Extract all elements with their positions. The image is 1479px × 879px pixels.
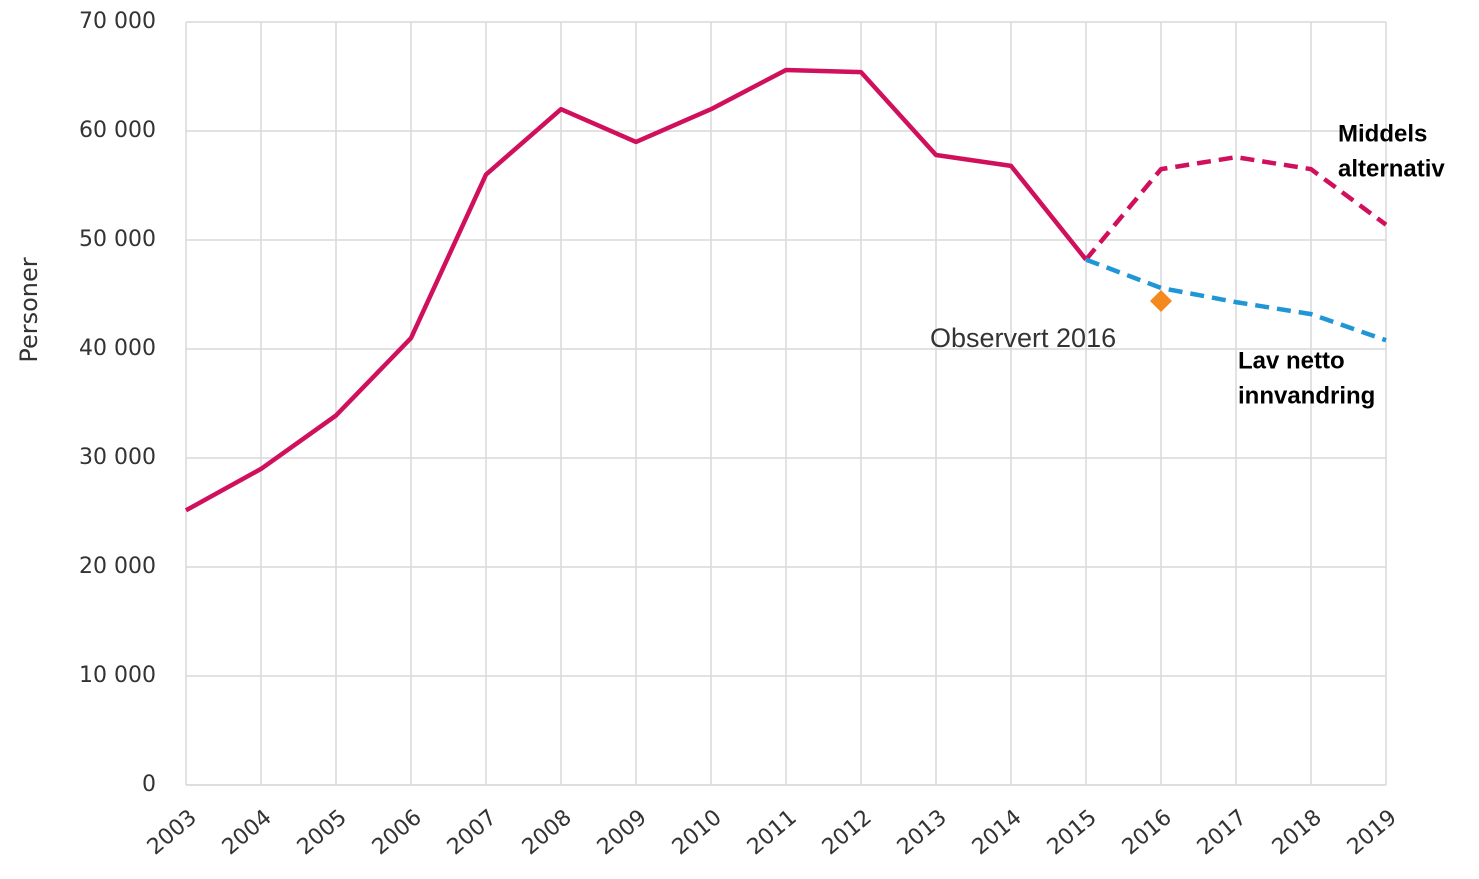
- y-tick-label: 70 000: [79, 9, 156, 34]
- x-tick-label: 2011: [743, 805, 802, 860]
- x-tick-label: 2003: [143, 805, 202, 860]
- marker: [1150, 290, 1172, 313]
- y-axis-label: Personer: [15, 257, 43, 362]
- x-tick-label: 2012: [818, 805, 877, 860]
- y-tick-label: 0: [142, 772, 156, 797]
- line: [184, 67, 1088, 513]
- x-tick-label: 2017: [1193, 805, 1252, 860]
- x-tick-label: 2013: [893, 805, 952, 860]
- y-tick-label: 20 000: [79, 554, 156, 579]
- x-tick-label: 2015: [1043, 805, 1102, 860]
- x-tick-label: 2008: [518, 805, 577, 860]
- series-label: innvandring: [1238, 382, 1375, 409]
- x-tick-label: 2010: [668, 805, 727, 860]
- y-tick-label: 50 000: [79, 227, 156, 252]
- line: [1085, 257, 1387, 343]
- series-label: Lav netto: [1238, 347, 1345, 374]
- x-tick-label: 2009: [593, 805, 652, 860]
- series-label: Observert 2016: [930, 323, 1116, 353]
- y-tick-label: 10 000: [79, 663, 156, 688]
- y-tick-label: 30 000: [79, 445, 156, 470]
- x-tick-label: 2004: [218, 805, 277, 860]
- x-tick-label: 2018: [1268, 805, 1327, 860]
- x-tick-label: 2005: [293, 805, 352, 860]
- x-tick-label: 2006: [368, 805, 427, 860]
- x-tick-label: 2007: [443, 805, 502, 860]
- line: [1084, 154, 1388, 262]
- x-tick-label: 2016: [1118, 805, 1177, 860]
- x-tick-label: 2019: [1343, 805, 1402, 860]
- series-label: alternativ: [1338, 155, 1445, 182]
- y-tick-label: 60 000: [79, 118, 156, 143]
- x-tick-label: 2014: [968, 805, 1027, 860]
- y-tick-label: 40 000: [79, 336, 156, 361]
- series-label: Middels: [1338, 120, 1427, 147]
